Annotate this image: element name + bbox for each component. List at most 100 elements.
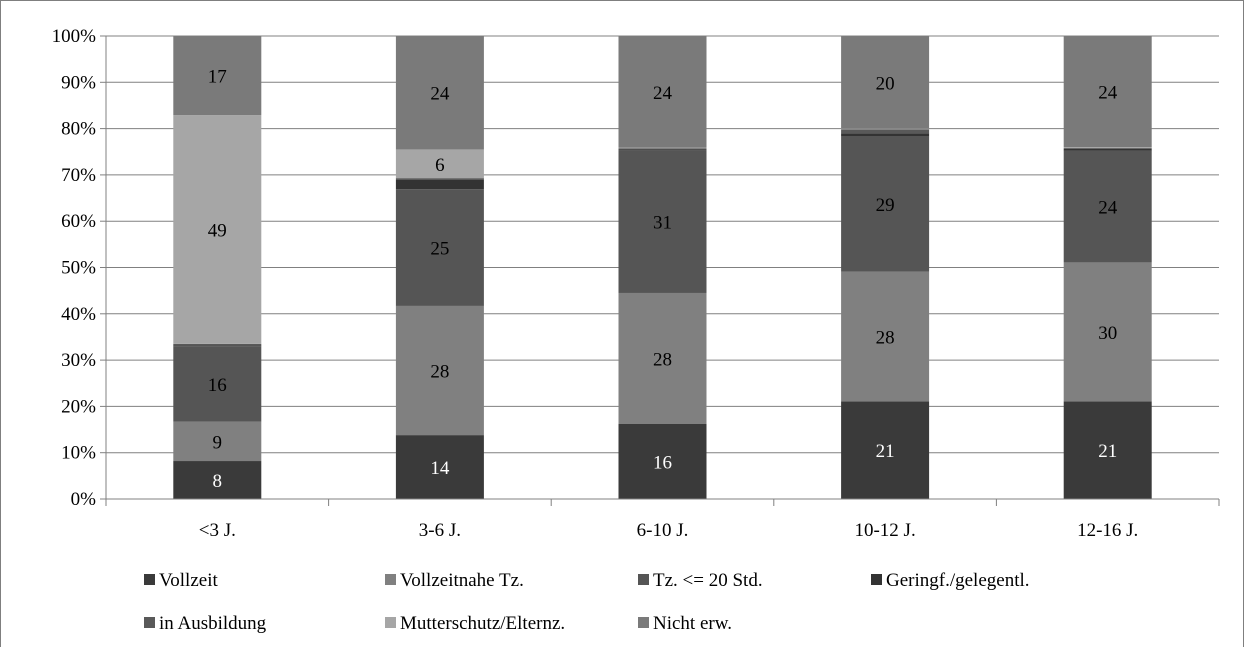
- bar-segment-4-1: [173, 345, 262, 347]
- legend-item: Vollzeitnahe Tz.: [385, 570, 524, 591]
- data-label: 16: [653, 452, 672, 473]
- y-axis-tick-labels: 0% 10% 20% 30% 40% 50% 60% 70% 80% 90% 100%: [52, 26, 97, 510]
- legend-item: Mutterschutz/Elternz.: [385, 613, 565, 634]
- legend-item: Nicht erw.: [638, 613, 732, 634]
- legend-swatch: [385, 617, 396, 628]
- bar-segment-2-3: [618, 292, 707, 424]
- y-tick-label: 70%: [61, 165, 96, 186]
- data-label: 49: [208, 221, 227, 242]
- legend-label: Vollzeitnahe Tz.: [400, 570, 524, 591]
- bar-segment-7-3: [618, 36, 707, 148]
- bar-segment-4-5: [1063, 148, 1152, 151]
- data-label: 24: [430, 84, 450, 105]
- data-label: 21: [876, 441, 895, 462]
- legend-swatch: [144, 617, 155, 628]
- legend-label: Vollzeit: [159, 570, 218, 591]
- bar-segment-7-5: [1063, 36, 1152, 148]
- legend-swatch: [385, 574, 396, 585]
- legend-label: Tz. <= 20 Std.: [653, 570, 763, 591]
- data-label: 16: [208, 375, 227, 396]
- data-label: 24: [1098, 198, 1118, 219]
- data-label: 14: [430, 458, 450, 479]
- bar-segment-7-2: [395, 36, 484, 150]
- legend-swatch: [871, 574, 882, 585]
- bar-segment-5-3: [618, 148, 707, 150]
- x-tick-label: 6-10 J.: [637, 520, 689, 541]
- bar-segment-5-1: [173, 343, 262, 346]
- legend-label: Geringf./gelegentl.: [886, 570, 1030, 591]
- legend: Vollzeit Vollzeitnahe Tz. Tz. <= 20 Std. Ge…: [144, 570, 1030, 634]
- axes: [100, 35, 1220, 506]
- y-tick-label: 90%: [61, 72, 96, 93]
- y-tick-label: 60%: [61, 211, 96, 232]
- data-label: 24: [1098, 83, 1118, 104]
- bar-segment-6-2: [395, 149, 484, 179]
- legend-label: Mutterschutz/Elternz.: [400, 613, 565, 634]
- legend-item: in Ausbildung: [144, 613, 267, 634]
- bar-segment-3-4: [841, 136, 930, 272]
- legend-label: in Ausbildung: [159, 613, 267, 634]
- y-tick-label: 10%: [61, 443, 96, 464]
- y-tick-label: 0%: [71, 489, 97, 510]
- y-tick-label: 100%: [52, 26, 97, 47]
- legend-swatch: [144, 574, 155, 585]
- bar-segment-3-2: [395, 189, 484, 306]
- bar-segment-6-4: [841, 128, 930, 130]
- bar-stacks: [173, 36, 1152, 499]
- bar-segment-1-1: [173, 461, 262, 499]
- data-label: 30: [1098, 323, 1117, 344]
- bar-segment-5-2: [395, 178, 484, 180]
- bar-segment-3-3: [618, 150, 707, 293]
- x-tick-label: 3-6 J.: [419, 520, 461, 541]
- bar-segment-4-4: [841, 133, 930, 137]
- bar-segment-5-4: [841, 129, 930, 134]
- bar-segment-2-2: [395, 305, 484, 436]
- data-label: 8: [213, 471, 223, 492]
- bar-segment-3-1: [173, 346, 262, 422]
- bar-segment-5-5: [1063, 148, 1152, 149]
- bar-segment-2-5: [1063, 262, 1152, 402]
- data-label: 20: [876, 73, 895, 94]
- data-label: 25: [430, 239, 449, 260]
- bar-segment-4-2: [395, 179, 484, 190]
- data-label: 24: [653, 83, 673, 104]
- bar-segment-4-3: [618, 149, 707, 151]
- y-tick-label: 80%: [61, 119, 96, 140]
- y-tick-label: 30%: [61, 350, 96, 371]
- bar-segment-2-1: [173, 421, 262, 462]
- bar-segment-1-5: [1063, 401, 1152, 499]
- data-label: 21: [1098, 441, 1117, 462]
- y-tick-label: 40%: [61, 304, 96, 325]
- x-tick-label: 12-16 J.: [1077, 520, 1138, 541]
- bar-segment-7-4: [841, 36, 930, 129]
- x-tick-label: <3 J.: [199, 520, 236, 541]
- bar-segment-7-1: [173, 36, 262, 116]
- legend-item: Geringf./gelegentl.: [871, 570, 1030, 591]
- bar-segment-1-2: [395, 435, 484, 499]
- data-label: 9: [213, 432, 223, 453]
- data-labels: 8 9 16 49 17 14 28 25 6 24 16 28 31 24 21 28 29 20 21 30 24 2…: [208, 67, 1118, 492]
- bar-segment-6-5: [1063, 147, 1152, 149]
- y-tick-label: 50%: [61, 258, 96, 279]
- legend-label: Nicht erw.: [653, 613, 732, 634]
- data-label: 29: [876, 195, 895, 216]
- x-axis-tick-labels: <3 J. 3-6 J. 6-10 J. 10-12 J. 12-16 J.: [199, 520, 1139, 541]
- legend-swatch: [638, 617, 649, 628]
- legend-swatch: [638, 574, 649, 585]
- data-label: 17: [208, 67, 227, 88]
- bar-segment-2-4: [841, 271, 930, 402]
- y-tick-label: 20%: [61, 396, 96, 417]
- bar-segment-6-3: [618, 147, 707, 149]
- data-label: 31: [653, 213, 672, 234]
- data-label: 28: [430, 362, 449, 383]
- legend-item: Tz. <= 20 Std.: [638, 570, 763, 591]
- bar-segment-6-1: [173, 115, 262, 344]
- legend-item: Vollzeit: [144, 570, 218, 591]
- bar-segment-3-5: [1063, 150, 1152, 263]
- data-label: 6: [435, 155, 445, 176]
- data-label: 28: [876, 327, 895, 348]
- bar-segment-1-3: [618, 423, 707, 499]
- data-label: 28: [653, 349, 672, 370]
